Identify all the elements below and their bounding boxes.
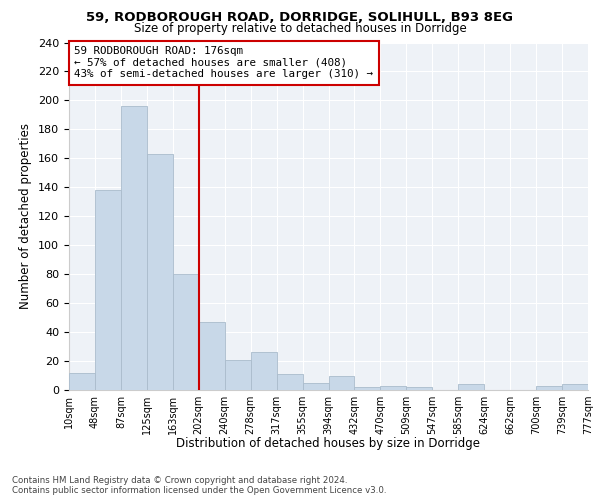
Bar xyxy=(302,383,329,390)
Text: Contains HM Land Registry data © Crown copyright and database right 2024.
Contai: Contains HM Land Registry data © Crown c… xyxy=(12,476,386,495)
Y-axis label: Number of detached properties: Number of detached properties xyxy=(19,123,32,309)
Bar xyxy=(458,384,484,390)
Bar xyxy=(536,386,562,390)
Bar xyxy=(562,384,588,390)
Bar xyxy=(69,372,95,390)
Bar xyxy=(329,376,355,390)
Bar xyxy=(95,190,121,390)
Bar xyxy=(277,374,302,390)
Bar xyxy=(406,387,432,390)
Bar xyxy=(251,352,277,390)
Bar xyxy=(380,386,406,390)
Bar xyxy=(173,274,199,390)
Bar xyxy=(199,322,224,390)
Bar xyxy=(147,154,173,390)
X-axis label: Distribution of detached houses by size in Dorridge: Distribution of detached houses by size … xyxy=(176,437,481,450)
Bar xyxy=(225,360,251,390)
Text: Size of property relative to detached houses in Dorridge: Size of property relative to detached ho… xyxy=(134,22,466,35)
Text: 59 RODBOROUGH ROAD: 176sqm
← 57% of detached houses are smaller (408)
43% of sem: 59 RODBOROUGH ROAD: 176sqm ← 57% of deta… xyxy=(74,46,373,79)
Bar xyxy=(121,106,147,390)
Text: 59, RODBOROUGH ROAD, DORRIDGE, SOLIHULL, B93 8EG: 59, RODBOROUGH ROAD, DORRIDGE, SOLIHULL,… xyxy=(86,11,514,24)
Bar xyxy=(355,387,380,390)
